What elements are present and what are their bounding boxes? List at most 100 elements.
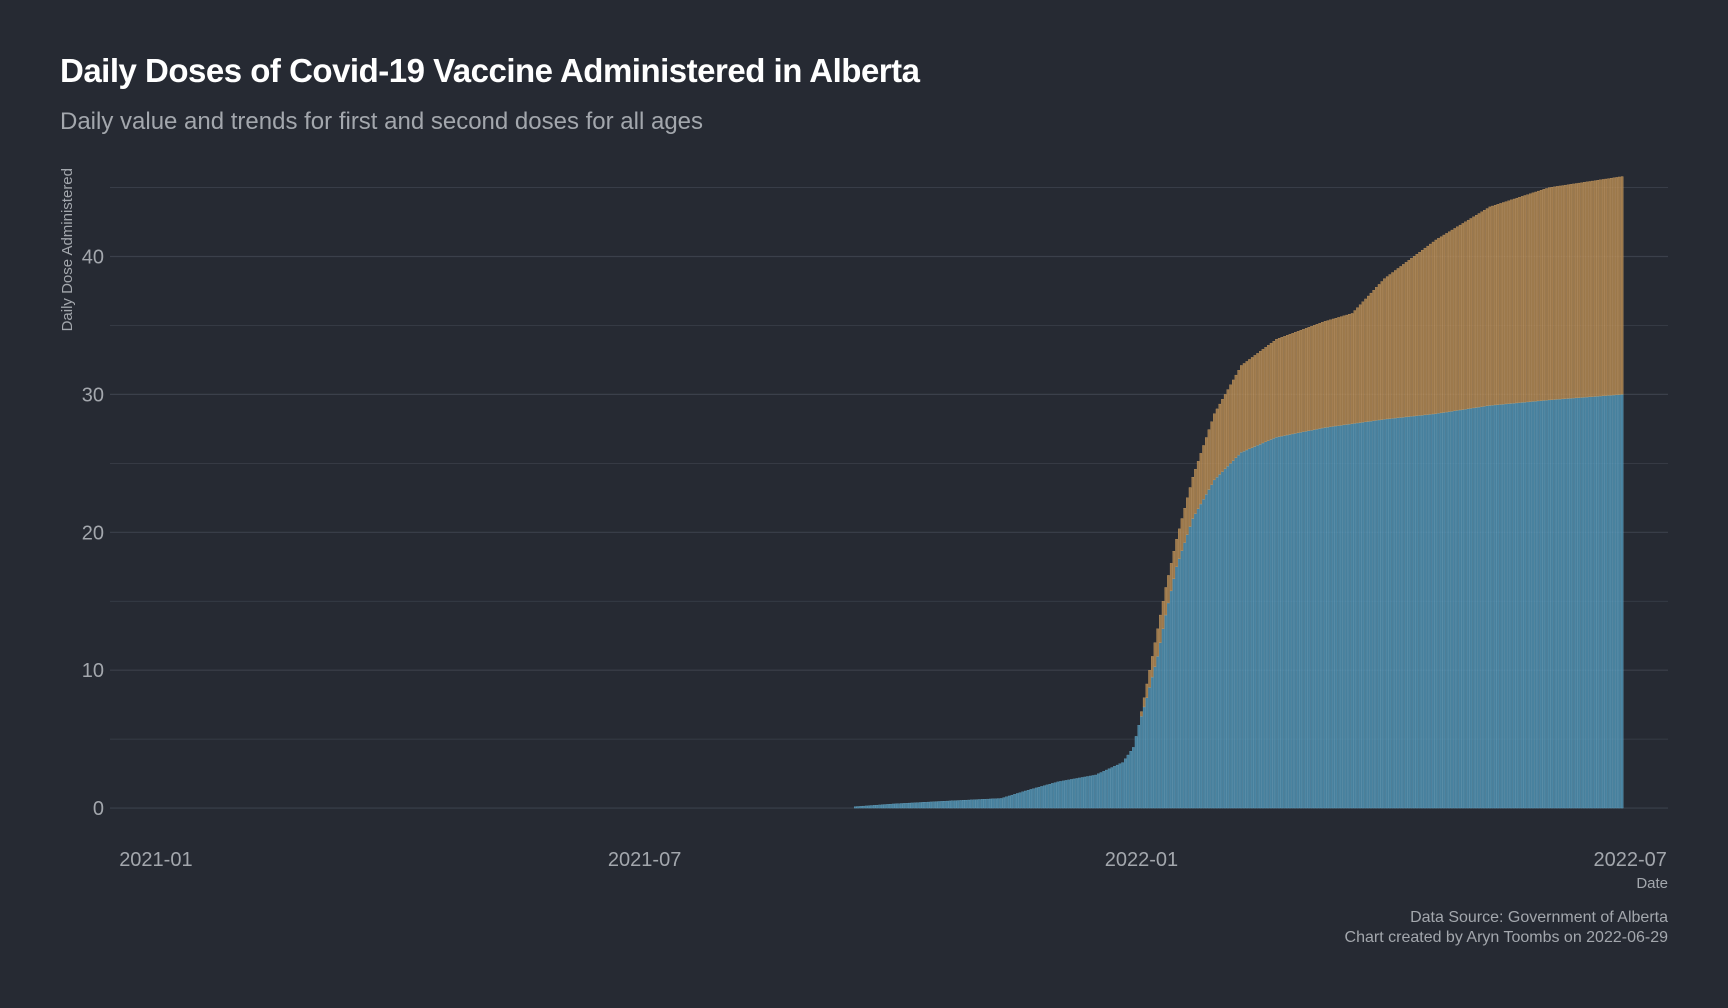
chart-subtitle: Daily value and trends for first and sec… [60,108,704,135]
bar-first-dose [886,804,889,809]
bar-first-dose [1450,411,1454,809]
bar-second-dose [1423,247,1427,416]
x-tick-label: 2022-07 [1593,849,1666,871]
bar-second-dose [1313,325,1316,430]
x-tick-label: 2022-01 [1105,849,1178,871]
bar-second-dose [1388,274,1392,419]
bar-first-dose [867,805,871,809]
bar-second-dose [1439,236,1443,414]
bar-first-dose [870,805,873,809]
bar-first-dose [1566,398,1570,809]
bar-first-dose [1564,398,1567,809]
bar-first-dose [945,800,949,809]
bar-first-dose [1423,414,1427,809]
bar-second-dose [1599,179,1602,397]
bar-first-dose [926,801,930,809]
bar-first-dose [1388,418,1392,809]
bar-second-dose [1302,329,1305,432]
bar-first-dose [1383,419,1386,809]
bar-first-dose [1129,751,1132,809]
bar-second-dose [1472,216,1475,409]
bar-first-dose [1547,399,1551,809]
bar-first-dose [1574,397,1578,809]
bar-first-dose [1259,444,1262,809]
bar-second-dose [1318,323,1321,429]
bar-first-dose [948,800,952,809]
bar-first-dose [1086,776,1089,809]
bar-first-dose [1615,394,1618,809]
bar-second-dose [1250,357,1254,448]
bar-first-dose [1253,446,1257,809]
bar-first-dose [1134,736,1138,809]
bar-first-dose [1591,396,1594,809]
bar-second-dose [1188,487,1192,527]
bar-first-dose [951,800,954,809]
bar-first-dose [1461,409,1465,809]
bar-first-dose [1377,419,1381,809]
bar-second-dose [1458,224,1462,411]
bar-first-dose [967,799,970,809]
bar-first-dose [1091,775,1095,809]
bar-first-dose [897,803,900,809]
bar-second-dose [1358,304,1362,423]
bar-first-dose [856,806,860,809]
bar-second-dose [1431,241,1435,415]
bar-first-dose [1399,417,1402,809]
bar-first-dose [932,801,935,809]
bar-second-dose [1526,194,1529,403]
bar-second-dose [1337,317,1340,426]
bar-first-dose [1072,778,1076,809]
bar-second-dose [1356,307,1359,424]
bar-first-dose [1542,400,1546,809]
bar-first-dose [1331,426,1335,809]
bar-first-dose [902,803,906,809]
bar-second-dose [1499,203,1502,405]
bar-first-dose [1269,439,1273,809]
bar-first-dose [1340,425,1343,809]
bar-second-dose [1277,338,1281,437]
bar-second-dose [1253,355,1257,447]
bar-first-dose [899,803,903,809]
bar-first-dose [1215,476,1219,809]
bar-first-dose [1151,676,1154,809]
bar-first-dose [1585,396,1589,809]
bar-second-dose [1191,476,1195,519]
bar-first-dose [1048,783,1051,809]
bar-first-dose [1218,474,1222,809]
bar-first-dose [1067,779,1070,809]
bar-first-dose [1164,614,1168,809]
bar-first-dose [1429,414,1432,809]
bar-first-dose [1396,417,1400,809]
bar-second-dose [1272,341,1276,439]
bar-first-dose [1302,431,1305,809]
bar-second-dose [1145,683,1149,698]
bar-first-dose [924,802,927,809]
bar-second-dose [1288,334,1292,435]
bar-first-dose [997,798,1000,809]
bar-first-dose [1032,788,1035,809]
bar-second-dose [1283,336,1286,436]
bar-second-dose [1437,238,1440,414]
bar-second-dose [1553,186,1556,400]
bars [853,176,1624,809]
bar-first-dose [1342,424,1346,809]
bar-second-dose [1469,218,1473,409]
bar-first-dose [1380,419,1384,809]
bar-first-dose [1156,656,1159,809]
bar-second-dose [1348,314,1351,425]
bar-second-dose [1172,551,1176,579]
bar-second-dose [1515,197,1519,404]
bar-first-dose [1118,763,1122,809]
bar-second-dose [1601,179,1605,396]
bar-second-dose [1556,186,1559,400]
bar-second-dose [1534,191,1537,402]
bar-first-dose [1226,465,1230,809]
bar-first-dose [872,805,876,809]
bar-first-dose [1088,775,1092,809]
bar-second-dose [1502,202,1505,405]
bar-first-dose [937,801,941,809]
bar-second-dose [1415,254,1419,416]
bar-first-dose [953,800,957,809]
bar-second-dose [1529,193,1532,402]
